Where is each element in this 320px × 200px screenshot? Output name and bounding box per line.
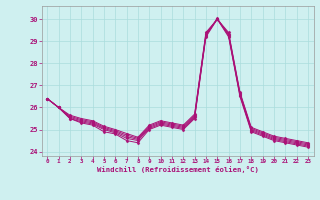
X-axis label: Windchill (Refroidissement éolien,°C): Windchill (Refroidissement éolien,°C) xyxy=(97,166,259,173)
